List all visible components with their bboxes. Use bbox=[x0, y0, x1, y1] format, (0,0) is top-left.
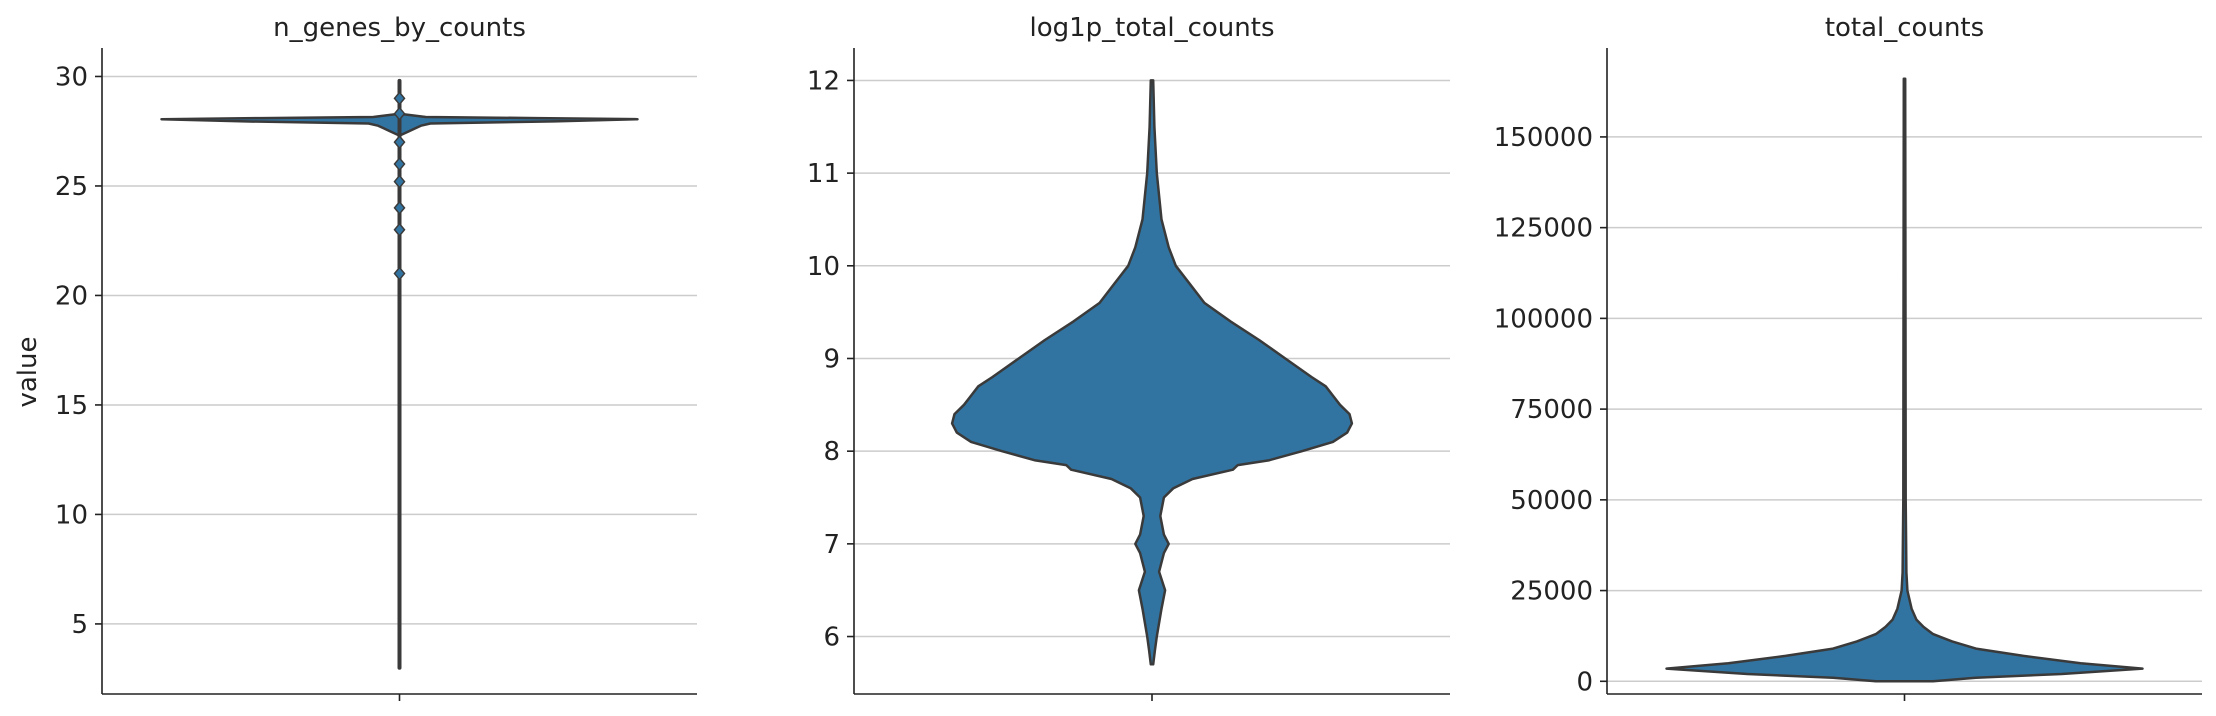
y-tick-label: 25 bbox=[55, 172, 88, 202]
panel-2: 6 7 8 9 10 11 12 log1p_total_counts bbox=[807, 13, 1450, 701]
y-tick-label: 15 bbox=[55, 391, 88, 421]
outlier-point bbox=[393, 200, 406, 216]
outlier-point bbox=[393, 134, 406, 150]
outlier-point bbox=[393, 266, 406, 281]
y-tick-label: 75000 bbox=[1510, 395, 1593, 425]
y-axis-label: value bbox=[13, 336, 43, 407]
y-tick-label: 100000 bbox=[1494, 304, 1593, 334]
y-tick-label: 9 bbox=[823, 344, 840, 374]
outlier-point bbox=[393, 156, 406, 172]
y-tick-label: 150000 bbox=[1494, 123, 1593, 153]
outlier-point bbox=[393, 91, 406, 106]
violin-body bbox=[950, 79, 1354, 666]
outlier-point bbox=[393, 174, 406, 189]
y-tick-label: 20 bbox=[55, 281, 88, 311]
y-tick-label: 8 bbox=[823, 437, 840, 467]
panel-title: n_genes_by_counts bbox=[273, 13, 526, 43]
panel-title: total_counts bbox=[1825, 13, 1984, 43]
y-tick-label: 5 bbox=[71, 610, 88, 640]
y-tick-label: 30 bbox=[55, 62, 88, 92]
y-tick-label: 6 bbox=[823, 623, 840, 653]
outlier-point bbox=[393, 222, 406, 237]
y-tick-label: 12 bbox=[807, 66, 840, 96]
y-tick-label: 10 bbox=[55, 500, 88, 530]
y-tick-label: 7 bbox=[823, 530, 840, 560]
panel-title: log1p_total_counts bbox=[1029, 13, 1274, 43]
violin-body bbox=[1665, 77, 2144, 683]
y-tick-label: 25000 bbox=[1510, 577, 1593, 607]
outlier-point bbox=[393, 106, 406, 121]
y-tick-label: 125000 bbox=[1494, 214, 1593, 244]
y-tick-label: 50000 bbox=[1510, 486, 1593, 516]
panel-3: 0 25000 50000 75000 100000 125000 150000 total_… bbox=[1494, 13, 2202, 701]
y-tick-label: 0 bbox=[1576, 667, 1593, 697]
y-tick-label: 11 bbox=[807, 159, 840, 189]
y-tick-label: 10 bbox=[807, 252, 840, 282]
